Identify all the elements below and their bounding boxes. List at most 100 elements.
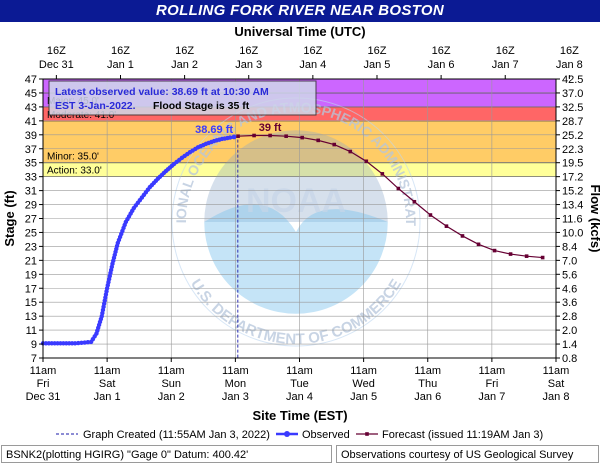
y-tick-label-right: 3.6 (562, 297, 577, 309)
y-tick-label-left: 17 (25, 283, 37, 295)
forecast-point (252, 133, 256, 138)
forecast-point (428, 213, 433, 217)
watermark-upper-half (204, 130, 388, 222)
y-tick-label-right: 42.5 (562, 74, 583, 86)
x-tick-label-time: 11am (350, 365, 377, 377)
x-tick-label-weekday: Sat (99, 378, 116, 390)
x-tick-label-date: Jan 1 (94, 391, 121, 403)
observed-point (72, 341, 78, 346)
x-tick-label-time: 11am (30, 365, 57, 377)
y-tick-label-left: 29 (25, 200, 37, 212)
x-tick-label-date: Jan 2 (158, 391, 185, 403)
y-tick-label-left: 45 (25, 88, 37, 100)
y-tick-label-left: 7 (31, 353, 37, 365)
x-tick-top-label-time: 16Z (239, 45, 258, 57)
observed-point (76, 340, 81, 346)
x-tick-label-weekday: Fri (37, 378, 50, 390)
x-tick-label-weekday: Tue (290, 378, 309, 390)
y-tick-label-left: 23 (25, 241, 37, 253)
forecast-point (300, 135, 304, 140)
y-tick-label-right: 17.2 (562, 172, 583, 184)
y-tick-label-left: 11 (26, 325, 37, 337)
forecast-point (476, 242, 481, 247)
y-tick-label-left: 13 (25, 311, 37, 323)
y-tick-label-right: 22.3 (562, 144, 583, 156)
x-tick-label-weekday: Mon (225, 378, 246, 390)
info-box-line2a: EST 3-Jan-2022. (55, 100, 136, 112)
forecast-line (238, 134, 543, 259)
legend-observed-label: Observed (302, 429, 350, 441)
y-tick-label-right: 32.5 (562, 102, 583, 114)
x-tick-label-time: 11am (479, 365, 506, 377)
forecast-point (492, 248, 497, 253)
forecast-point (460, 234, 465, 238)
x-tick-label-date: Jan 8 (543, 391, 570, 403)
footer-credit-text: Observations courtesy of US Geological S… (341, 449, 574, 461)
forecast-point (284, 134, 288, 138)
forecast-point (364, 159, 369, 164)
flood-label-minor: Minor: 35.0' (47, 152, 99, 163)
y-tick-label-left: 21 (25, 255, 37, 267)
y-tick-label-right: 11.6 (562, 214, 583, 226)
info-box (48, 80, 317, 116)
x-tick-label-time: 11am (94, 365, 121, 377)
x-tick-top-label-date: Dec 31 (39, 59, 74, 71)
footer-credit: Observations courtesy of US Geological S… (336, 445, 599, 463)
x-tick-top-label-time: 16Z (175, 45, 194, 57)
y-tick-label-right: 2.8 (562, 311, 577, 323)
forecast-point (348, 149, 353, 154)
x-tick-label-date: Dec 31 (26, 391, 61, 403)
forecast-point (332, 142, 337, 147)
legend-graph-created-label: Graph Created (11:55AM Jan 3, 2022) (83, 429, 270, 441)
legend-forecast-label: Forecast (issued 11:19AM Jan 3) (382, 429, 543, 441)
watermark-noaa-text: NOAA (246, 182, 346, 220)
chart-title: ROLLING FORK RIVER NEAR BOSTON (156, 2, 444, 19)
x-tick-top-label-date: Jan 3 (235, 59, 262, 71)
forecast-point (396, 186, 401, 191)
y-tick-label-right: 8.4 (562, 241, 577, 253)
y-tick-label-left: 35 (25, 158, 37, 170)
x-tick-label-time: 11am (543, 365, 570, 377)
x-tick-label-weekday: Fri (485, 378, 498, 390)
x-tick-top-label-time: 16Z (368, 45, 387, 57)
footer-datum: BSNK2(plotting HGIRG) "Gage 0" Datum: 40… (1, 445, 332, 463)
watermark-bird-shape (204, 204, 388, 314)
x-tick-top-label-time: 16Z (303, 45, 322, 57)
x-tick-label-weekday: Sun (161, 378, 181, 390)
x-tick-top-label-date: Jan 2 (171, 59, 198, 71)
y-axis-title-right: Flow (kcfs) (588, 185, 600, 253)
forecast-point (524, 254, 529, 258)
observed-point (85, 340, 91, 345)
y-tick-label-right: 13.4 (562, 200, 583, 212)
y-tick-label-right: 4.6 (562, 283, 577, 295)
top-axis-title: Universal Time (UTC) (234, 24, 365, 39)
flood-label-action: Action: 33.0' (47, 166, 102, 177)
forecast-point (316, 138, 321, 143)
x-tick-top-label-date: Jan 4 (299, 59, 326, 71)
x-tick-label-date: Jan 4 (286, 391, 313, 403)
x-tick-label-weekday: Wed (352, 378, 374, 390)
x-tick-top-label-date: Jan 8 (556, 59, 583, 71)
observed-point (227, 135, 233, 140)
forecast-point (412, 199, 417, 204)
y-tick-label-right: 2.0 (562, 325, 577, 337)
y-tick-label-left: 19 (25, 269, 37, 281)
y-tick-label-left: 9 (31, 339, 37, 351)
x-tick-top-label-time: 16Z (111, 45, 130, 57)
observed-point (79, 340, 84, 345)
x-tick-top-label-time: 16Z (47, 45, 66, 57)
forecast-point (540, 255, 545, 260)
x-tick-label-date: Jan 3 (222, 391, 249, 403)
y-tick-label-left: 33 (25, 172, 37, 184)
y-tick-label-left: 31 (25, 186, 37, 198)
y-tick-label-left: 47 (25, 74, 37, 86)
x-tick-label-date: Jan 7 (478, 391, 505, 403)
y-tick-label-right: 10.0 (562, 227, 583, 239)
y-tick-label-left: 39 (25, 130, 37, 142)
y-tick-label-left: 43 (25, 102, 37, 114)
x-tick-label-time: 11am (414, 365, 441, 377)
footer-datum-text: BSNK2(plotting HGIRG) "Gage 0" Datum: 40… (6, 449, 249, 461)
x-tick-label-time: 11am (158, 365, 185, 377)
x-tick-label-date: Jan 5 (350, 391, 377, 403)
